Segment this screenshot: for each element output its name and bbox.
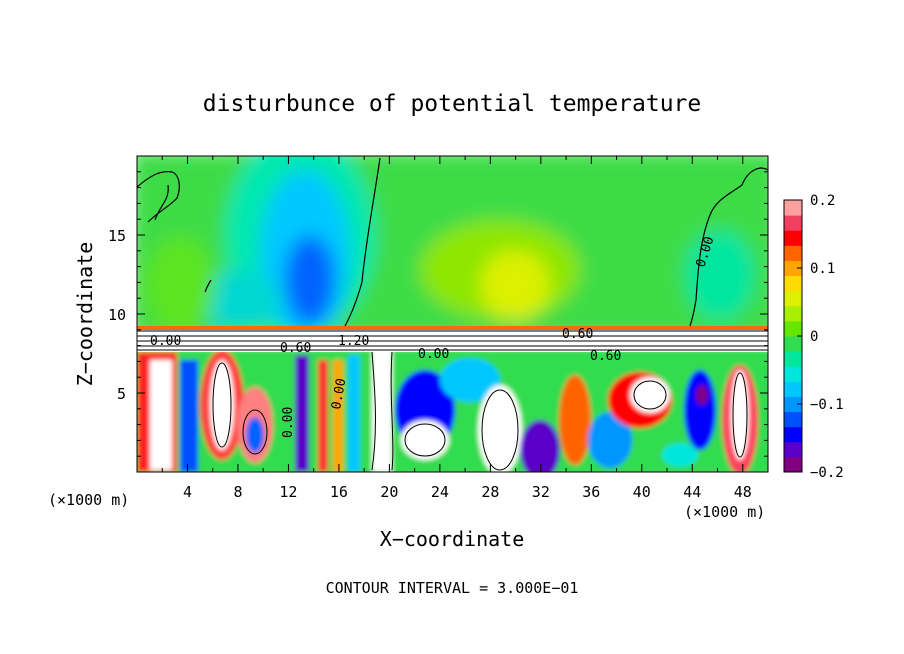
colorbar-tick-label: −0.2: [810, 465, 844, 481]
x-tick-label: 24: [431, 483, 449, 501]
contour-label: 0.60: [590, 349, 621, 364]
colorbar: 0.2 0.1 0 −0.1 −0.2: [783, 193, 844, 481]
contour-label: 0.60: [562, 327, 593, 342]
colorbar-tick-label: 0.2: [810, 193, 835, 209]
colorbar-tick-label: −0.1: [810, 397, 844, 413]
colorbar-swatch: [784, 245, 802, 261]
colorbar-swatch: [784, 366, 802, 382]
x-unit-right: (×1000 m): [684, 503, 765, 521]
x-tick-label: 20: [380, 483, 398, 501]
x-tick-label: 28: [481, 483, 499, 501]
x-tick-label: 12: [279, 483, 297, 501]
x-tick-label: 8: [233, 483, 242, 501]
colorbar-swatch: [784, 260, 802, 277]
contour-label: 1.20: [338, 334, 369, 349]
x-unit-left: (×1000 m): [48, 491, 129, 509]
colorbar-swatch: [784, 200, 802, 216]
x-tick-label: 16: [330, 483, 348, 501]
x-axis: 4 8 12 16 20 24 28 32 36 40 44 48: [161, 156, 752, 501]
zero-contours: [137, 157, 768, 327]
contour-label: 0.00: [150, 334, 181, 349]
contour-interval-note: CONTOUR INTERVAL = 3.000E−01: [326, 579, 579, 597]
y-tick-label: 15: [108, 227, 126, 245]
y-tick-label: 10: [108, 306, 126, 324]
colorbar-swatch: [784, 441, 802, 458]
colorbar-swatch: [784, 215, 802, 231]
colorbar-swatch: [784, 320, 802, 337]
contour-label: 0.60: [280, 341, 311, 356]
colorbar-swatch: [784, 456, 802, 473]
colorbar-tick-label: 0.1: [810, 261, 835, 277]
upper-field: [137, 156, 768, 340]
y-axis-label: Z−coordinate: [73, 242, 97, 387]
colorbar-swatch: [784, 336, 802, 352]
inversion-band: [137, 326, 768, 352]
chart-title: disturbunce of potential temperature: [203, 91, 702, 117]
colorbar-tick-label: 0: [810, 329, 818, 345]
colorbar-swatch: [784, 426, 802, 443]
colorbar-swatch: [784, 381, 802, 397]
colorbar-swatch: [784, 396, 802, 413]
colorbar-swatch: [784, 305, 802, 322]
lower-field: [137, 352, 768, 472]
contour-label: 0.00: [418, 347, 449, 362]
colorbar-swatch: [784, 275, 802, 292]
x-tick-label: 44: [683, 483, 701, 501]
colorbar-swatch: [784, 290, 802, 307]
contour-label: 0.00: [329, 377, 349, 410]
x-tick-label: 32: [532, 483, 550, 501]
colorbar-swatch: [784, 351, 802, 367]
contour-labels: 0.00 0.60 0.60 1.20 0.00 0.60 0.00 0.00 …: [150, 235, 717, 438]
y-axis: 5 10 15: [108, 171, 768, 457]
x-axis-label: X−coordinate: [380, 527, 525, 551]
y-tick-label: 5: [117, 385, 126, 403]
plot-area: 0.00 0.60 0.60 1.20 0.00 0.60 0.00 0.00 …: [137, 156, 768, 472]
x-tick-label: 48: [734, 483, 752, 501]
colorbar-swatch: [784, 411, 802, 428]
contour-label: 0.00: [281, 407, 296, 438]
x-tick-label: 40: [633, 483, 651, 501]
x-tick-label: 36: [582, 483, 600, 501]
colorbar-swatch: [784, 230, 802, 246]
x-tick-label: 4: [183, 483, 192, 501]
